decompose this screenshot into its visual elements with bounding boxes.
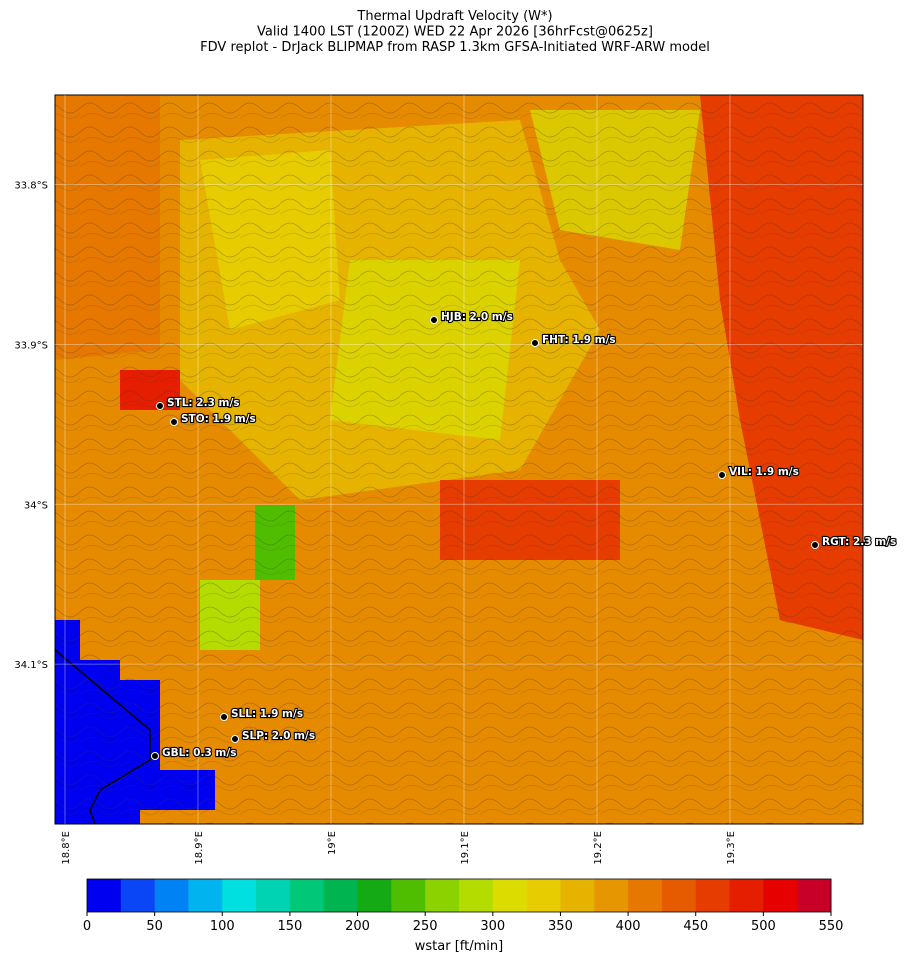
colorbar-segment [459,879,494,912]
colorbar-segment [323,879,359,912]
lat-tick-label: 33.9°S [14,340,48,351]
station-label: SLP: 2.0 m/s [242,730,315,742]
title-line: FDV replot - DrJack BLIPMAP from RASP 1.… [200,40,710,55]
station-marker [220,713,228,721]
colorbar-segment [797,879,832,912]
lat-tick-label: 34.1°S [14,660,48,671]
colorbar-segment [391,879,426,912]
colorbar-segment [289,879,325,912]
station-label: FHT: 1.9 m/s [542,334,616,346]
lon-tick-label: 19.2°E [593,831,604,865]
colorbar-segment [729,879,764,912]
title-line: Valid 1400 LST (1200Z) WED 22 Apr 2026 [… [257,25,653,40]
colorbar-segment [425,879,460,912]
colorbar-label: wstar [ft/min] [415,939,503,954]
colorbar-segment [154,879,189,912]
station-marker [811,541,819,549]
colorbar-tick-label: 100 [210,919,235,934]
lat-tick-label: 34°S [24,500,48,511]
colorbar-segment [560,879,595,912]
colorbar-segment [763,879,798,912]
colorbar-tick-label: 50 [146,919,163,934]
map-raster [55,95,863,824]
colorbar-tick-label: 0 [83,919,91,934]
station-marker [718,471,726,479]
station-label: HJB: 2.0 m/s [441,311,513,323]
station-marker [151,752,159,760]
station-label: GBL: 0.3 m/s [162,747,236,759]
colorbar-segment [695,879,731,912]
colorbar-segment [222,879,257,912]
station-label: STO: 1.9 m/s [181,413,256,425]
colorbar-segment [628,879,663,912]
station-marker [156,402,164,410]
lat-tick-label: 33.8°S [14,181,48,192]
colorbar-tick-label: 550 [819,919,844,934]
title-line: Thermal Updraft Velocity (W*) [356,9,552,24]
station-label: RGT: 2.3 m/s [822,536,896,548]
colorbar-tick-label: 350 [548,919,573,934]
colorbar-tick-label: 300 [480,919,505,934]
lon-tick-label: 19.3°E [726,831,737,865]
map-frame [54,94,864,825]
station-label: STL: 2.3 m/s [167,397,240,409]
colorbar-segment [188,879,223,912]
lon-tick-label: 18.9°E [194,831,205,865]
colorbar-tick-label: 500 [751,919,776,934]
colorbar-segment [594,879,629,912]
colorbar-segment [120,879,156,912]
colorbar-segment [87,879,122,912]
station-marker [170,418,178,426]
colorbar-tick-label: 150 [277,919,302,934]
colorbar-tick-label: 450 [683,919,708,934]
station-marker [231,735,239,743]
station-marker [531,339,539,347]
lon-tick-label: 19.1°E [460,831,471,865]
colorbar-tick-label: 250 [413,919,438,934]
lon-tick-label: 19°E [327,831,338,855]
lon-tick-label: 18.8°E [61,831,72,865]
station-label: VIL: 1.9 m/s [729,466,799,478]
colorbar-segment [661,879,697,912]
colorbar-segment [492,879,528,912]
colorbar-segment [357,879,392,912]
colorbar-tick-label: 400 [616,919,641,934]
colorbar-segment [526,879,561,912]
colorbar-tick-label: 200 [345,919,370,934]
colorbar-frame [86,878,832,913]
station-label: SLL: 1.9 m/s [231,708,303,720]
colorbar-segment [256,879,291,912]
station-marker [430,316,438,324]
